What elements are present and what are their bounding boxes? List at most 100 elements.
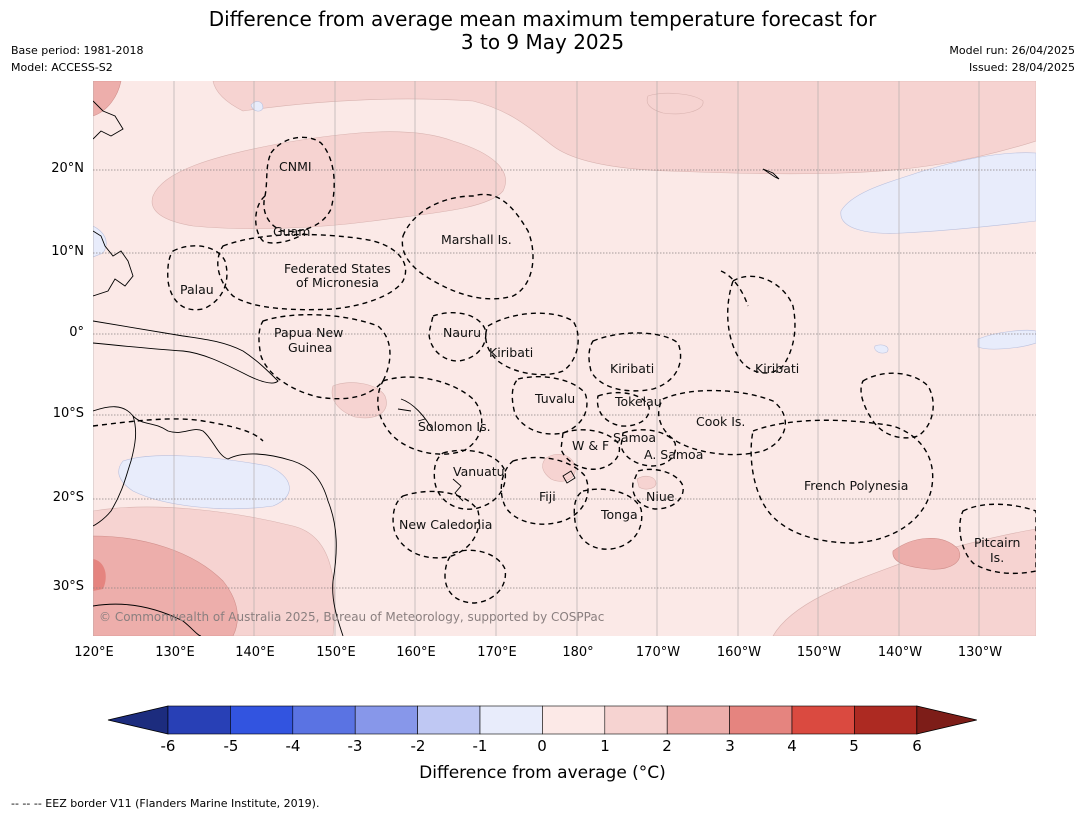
warm-zone-north — [212, 81, 1036, 175]
warm-zone-north-west — [151, 131, 506, 230]
cool-zone-north-east — [840, 152, 1036, 234]
warm-zone-3-4-tasman — [93, 559, 106, 591]
eez-kiribati-east — [727, 275, 796, 374]
colorbar-cell — [292, 705, 356, 735]
label-marshall-islands: Marshall Is. — [441, 232, 512, 247]
eez-palau — [167, 245, 228, 311]
eez-tokelau — [596, 392, 650, 427]
label-wallis-futuna: W & F — [572, 438, 609, 453]
warm-anomaly-2-3 — [93, 81, 960, 636]
australia-west-coast — [93, 415, 137, 527]
eez-micronesia — [217, 233, 407, 311]
colorbar-tick-minus1: -1 — [472, 737, 488, 755]
eez-tonga — [573, 488, 643, 550]
longitude-gridlines — [93, 81, 980, 636]
label-tokelau: Tokelau — [614, 394, 662, 409]
lon-label-160e: 160°E — [396, 645, 436, 660]
fiji-outline — [562, 470, 576, 484]
model-name: Model: ACCESS-S2 — [11, 61, 113, 74]
colorbar-tick-0: 0 — [537, 737, 547, 755]
label-palau: Palau — [180, 282, 214, 297]
base-period: Base period: 1981-2018 — [11, 44, 144, 57]
warm-zone-tonga — [636, 475, 657, 490]
warm-zone-fiji — [542, 453, 576, 482]
colorbar-cell — [479, 705, 543, 735]
lat-label-30s: 30°S — [52, 579, 84, 594]
eez-vanuatu — [433, 449, 507, 510]
colorbar-cell — [666, 705, 730, 735]
eez-kiribati-west — [485, 312, 579, 376]
label-pitcairn-line2: Is. — [990, 550, 1004, 565]
region-labels: CNMI Guam Marshall Is. Federated States … — [180, 159, 1020, 565]
eez-nauru — [428, 312, 487, 362]
meta-left: Base period: 1981-2018 Model: ACCESS-S2 — [11, 42, 143, 76]
lon-label-160w: 160°W — [716, 645, 762, 660]
lon-label-130w: 130°W — [957, 645, 1003, 660]
lon-label-150w: 150°W — [796, 645, 842, 660]
lat-label-10n: 10°N — [51, 244, 84, 259]
lon-label-150e: 150°E — [316, 645, 356, 660]
eez-samoa — [620, 429, 677, 467]
colorbar-tick-5: 5 — [849, 737, 859, 755]
label-tuvalu: Tuvalu — [534, 391, 575, 406]
label-kiribati-east: Kiribati — [755, 361, 799, 376]
lon-label-130e: 130°E — [155, 645, 195, 660]
lon-label-180: 180° — [562, 645, 594, 660]
lat-label-10s: 10°S — [52, 406, 84, 421]
cool-zone-small-east — [874, 344, 889, 354]
label-tonga: Tonga — [600, 507, 638, 522]
colorbar-cell — [167, 705, 231, 735]
eez-french-polynesia-north — [860, 372, 934, 439]
eez-french-polynesia — [750, 419, 934, 544]
lon-label-170w: 170°W — [635, 645, 681, 660]
label-png-line2: Guinea — [288, 340, 332, 355]
lat-label-20s: 20°S — [52, 490, 84, 505]
asia-coast — [93, 100, 124, 140]
philippines-coast — [93, 230, 134, 297]
label-pitcairn-line1: Pitcairn — [974, 535, 1020, 550]
colorbar-tick-3: 3 — [725, 737, 735, 755]
label-cook-islands: Cook Is. — [696, 414, 745, 429]
eez-papua-new-guinea — [258, 314, 391, 400]
solomon-islands-outline — [397, 398, 434, 432]
cool-zone-east-equator — [977, 329, 1036, 350]
label-samoa: Samoa — [613, 430, 656, 445]
eez-new-caledonia — [392, 490, 480, 559]
colorbar-tick-minus3: -3 — [347, 737, 363, 755]
lat-label-20n: 20°N — [51, 161, 84, 176]
label-kiribati-west: Kiribati — [489, 345, 533, 360]
eez-kiribati-central — [588, 332, 682, 392]
issued-date: Issued: 28/04/2025 — [968, 61, 1075, 74]
colorbar-cell — [354, 705, 418, 735]
warm-zone-pitcairn — [892, 538, 960, 570]
warm-zone-coral-sea — [331, 382, 387, 419]
lon-label-170e: 170°E — [477, 645, 517, 660]
copyright-notice: © Commonwealth of Australia 2025, Bureau… — [99, 610, 604, 624]
warm-zone-hawaii — [646, 92, 704, 115]
label-vanuatu: Vanuatu — [453, 464, 505, 479]
lon-label-140w: 140°W — [877, 645, 923, 660]
vanuatu-outline — [452, 478, 464, 502]
model-run: Model run: 26/04/2025 — [949, 44, 1075, 57]
colorbar-tick-minus5: -5 — [223, 737, 239, 755]
colorbar-cell — [230, 705, 294, 735]
eez-norfolk — [444, 549, 507, 604]
colorbar-tick-minus6: -6 — [160, 737, 176, 755]
colorbar-tick-2: 2 — [662, 737, 672, 755]
eez-line-islands — [720, 270, 749, 307]
hawaii-outline — [762, 168, 780, 180]
label-kiribati-central: Kiribati — [610, 361, 654, 376]
page-title: Difference from average mean maximum tem… — [0, 8, 1085, 54]
meta-right: Model run: 26/04/2025 Issued: 28/04/2025 — [949, 42, 1075, 76]
colorbar-cell — [729, 705, 793, 735]
colorbar-cell — [791, 705, 855, 735]
eez-marshall-islands — [401, 193, 534, 300]
eez-guam — [255, 195, 306, 244]
colorbar — [107, 705, 977, 735]
label-guam: Guam — [273, 224, 310, 239]
label-niue: Niue — [646, 489, 675, 504]
eez-borders — [93, 136, 1036, 604]
label-fiji: Fiji — [539, 489, 556, 504]
warm-anomaly-3-4 — [93, 559, 106, 591]
forecast-map: CNMI Guam Marshall Is. Federated States … — [93, 81, 1036, 636]
